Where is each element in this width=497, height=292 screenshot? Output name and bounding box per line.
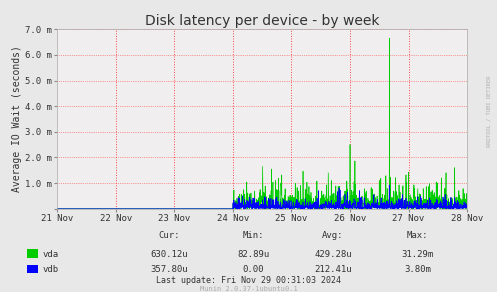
Text: Cur:: Cur:: [158, 231, 180, 240]
Text: 429.28u: 429.28u: [314, 250, 352, 258]
Text: Munin 2.0.37-1ubuntu0.1: Munin 2.0.37-1ubuntu0.1: [200, 286, 297, 291]
Text: vdb: vdb: [42, 265, 58, 274]
Title: Disk latency per device - by week: Disk latency per device - by week: [145, 14, 379, 28]
Text: Min:: Min:: [243, 231, 264, 240]
Text: Avg:: Avg:: [322, 231, 344, 240]
Text: vda: vda: [42, 250, 58, 258]
Text: 82.89u: 82.89u: [238, 250, 269, 258]
Y-axis label: Average IO Wait (seconds): Average IO Wait (seconds): [12, 46, 22, 192]
Text: RRDTOOL / TOBI OETIKER: RRDTOOL / TOBI OETIKER: [486, 75, 491, 147]
Text: 0.00: 0.00: [243, 265, 264, 274]
Text: Max:: Max:: [407, 231, 428, 240]
Text: 31.29m: 31.29m: [402, 250, 433, 258]
Text: Last update: Fri Nov 29 00:31:03 2024: Last update: Fri Nov 29 00:31:03 2024: [156, 276, 341, 285]
Text: 212.41u: 212.41u: [314, 265, 352, 274]
Text: 3.80m: 3.80m: [404, 265, 431, 274]
Text: 630.12u: 630.12u: [150, 250, 188, 258]
Text: 357.80u: 357.80u: [150, 265, 188, 274]
